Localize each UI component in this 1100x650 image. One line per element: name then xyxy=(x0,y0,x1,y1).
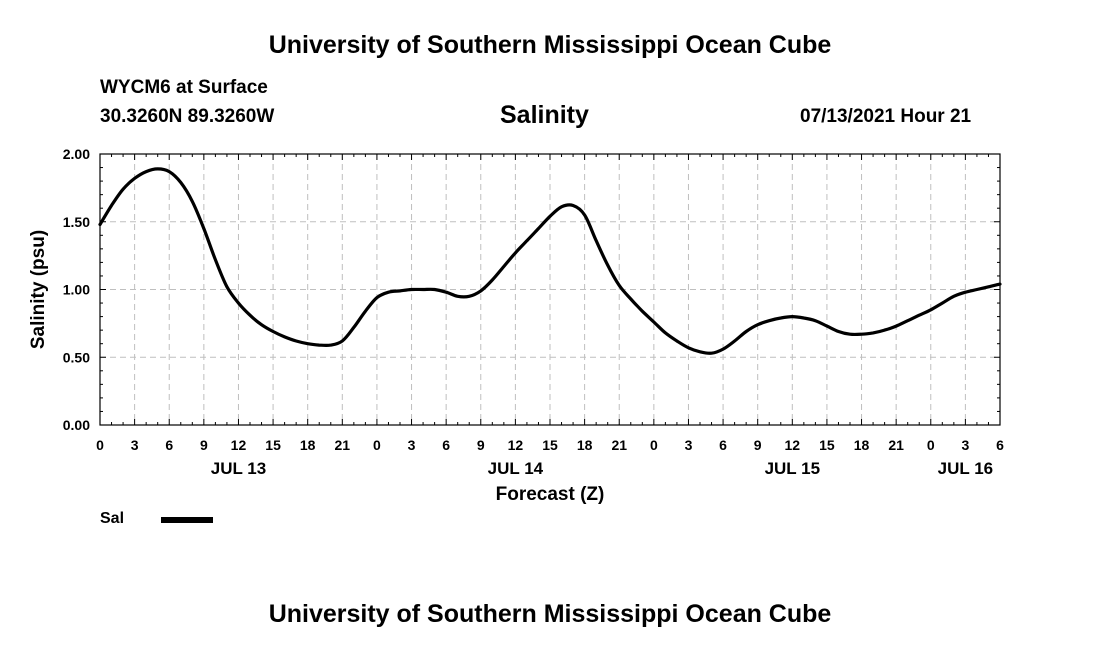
x-tick-label: 15 xyxy=(265,437,281,453)
x-tick-label: 6 xyxy=(165,437,173,453)
y-tick-label: 1.00 xyxy=(63,282,90,298)
date-label: JUL 14 xyxy=(488,459,544,478)
x-tick-label: 12 xyxy=(231,437,247,453)
y-tick-label: 0.00 xyxy=(63,417,90,433)
x-tick-label: 18 xyxy=(577,437,593,453)
x-tick-label: 15 xyxy=(819,437,835,453)
x-tick-label: 21 xyxy=(888,437,904,453)
x-tick-label: 0 xyxy=(373,437,381,453)
chart-title: Salinity xyxy=(500,101,589,129)
x-tick-label: 3 xyxy=(685,437,693,453)
legend-label: Sal xyxy=(100,510,125,527)
bottom-title: University of Southern Mississippi Ocean… xyxy=(268,600,832,628)
x-tick-label: 18 xyxy=(854,437,870,453)
x-tick-label: 12 xyxy=(785,437,801,453)
y-tick-label: 2.00 xyxy=(63,146,90,162)
x-tick-label: 15 xyxy=(542,437,558,453)
date-label: JUL 15 xyxy=(765,459,820,478)
x-tick-label: 9 xyxy=(200,437,208,453)
y-axis-label: Salinity (psu) xyxy=(28,230,49,349)
y-tick-label: 1.50 xyxy=(63,214,90,230)
x-tick-label: 0 xyxy=(927,437,935,453)
x-tick-label: 6 xyxy=(442,437,450,453)
x-tick-label: 21 xyxy=(611,437,627,453)
date-label: JUL 13 xyxy=(211,459,266,478)
station-label: WYCM6 at Surface xyxy=(100,77,268,98)
x-tick-label: 21 xyxy=(335,437,351,453)
x-tick-label: 0 xyxy=(96,437,104,453)
x-tick-label: 18 xyxy=(300,437,316,453)
y-tick-label: 0.50 xyxy=(63,349,90,365)
x-tick-label: 3 xyxy=(408,437,416,453)
x-tick-label: 9 xyxy=(754,437,762,453)
x-tick-label: 12 xyxy=(508,437,524,453)
x-tick-label: 3 xyxy=(131,437,139,453)
x-tick-label: 0 xyxy=(650,437,658,453)
legend-line-swatch xyxy=(161,517,213,523)
top-title: University of Southern Mississippi Ocean… xyxy=(268,31,832,59)
datetime-label: 07/13/2021 Hour 21 xyxy=(800,106,972,127)
date-label: JUL 16 xyxy=(938,459,993,478)
x-tick-label: 9 xyxy=(477,437,485,453)
x-tick-label: 6 xyxy=(996,437,1004,453)
series-line-sal xyxy=(98,167,1002,355)
x-tick-label: 3 xyxy=(961,437,969,453)
x-axis-label: Forecast (Z) xyxy=(496,484,605,505)
x-tick-label: 6 xyxy=(719,437,727,453)
coordinates-label: 30.3260N 89.3260W xyxy=(100,106,275,127)
